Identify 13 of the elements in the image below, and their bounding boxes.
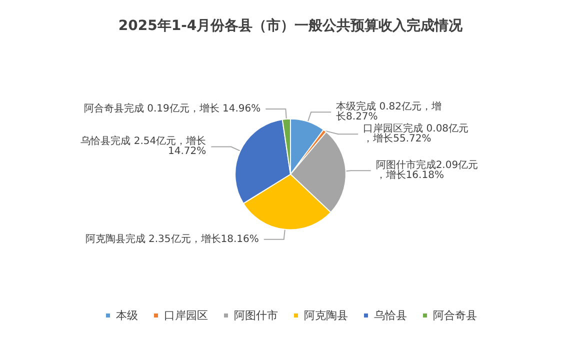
data-label: 阿合奇县完成 0.19亿元，增长 14.96% (84, 102, 261, 115)
legend-label: 阿克陶县 (304, 309, 348, 322)
data-label: 口岸园区完成 0.08亿元，增长55.72% (363, 122, 469, 145)
data-label: 阿克陶县完成 2.35亿元，增长18.16% (85, 232, 259, 245)
legend-label: 口岸园区 (164, 309, 208, 322)
legend-label: 乌恰县 (374, 309, 407, 322)
legend-label: 阿合奇县 (433, 309, 477, 322)
legend-label: 本级 (116, 309, 138, 322)
data-label: 乌恰县完成 2.54亿元，增长14.72% (80, 135, 206, 158)
legend-label: 阿图什市 (234, 309, 278, 322)
data-label: 阿图什市完成2.09亿元，增长16.18% (376, 159, 478, 182)
chart-title: 2025年1-4月份各县（市）一般公共预算收入完成情况 (118, 17, 464, 34)
data-label: 本级完成 0.82亿元，增长8.27% (336, 100, 442, 123)
